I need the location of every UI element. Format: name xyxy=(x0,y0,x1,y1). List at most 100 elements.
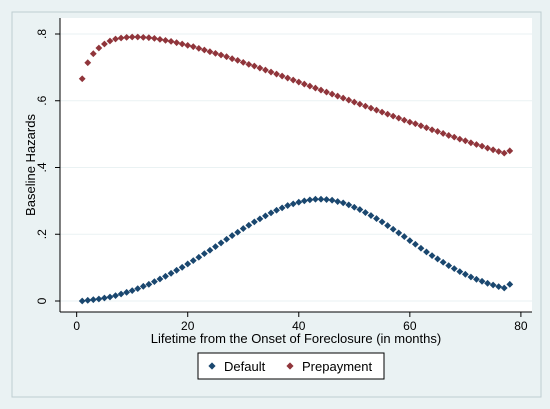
data-point xyxy=(206,48,214,56)
legend: Default Prepayment xyxy=(197,352,385,380)
data-point xyxy=(167,269,175,277)
data-point xyxy=(123,33,131,41)
data-point xyxy=(295,198,303,206)
data-point xyxy=(395,229,403,237)
data-point xyxy=(151,278,158,286)
data-point xyxy=(228,232,236,239)
data-point xyxy=(284,74,292,82)
data-point xyxy=(278,204,286,212)
data-point xyxy=(373,215,380,222)
y-axis-title: Baseline Hazards xyxy=(23,114,38,216)
data-point xyxy=(384,110,392,118)
data-point xyxy=(362,209,369,216)
outer-border xyxy=(11,11,542,398)
data-point xyxy=(473,275,480,283)
data-point xyxy=(89,296,97,304)
data-point xyxy=(367,212,375,219)
legend-label-prepayment: Prepayment xyxy=(302,359,372,374)
data-point xyxy=(411,120,419,128)
x-tick-label: 40 xyxy=(292,319,306,333)
data-point xyxy=(106,37,114,45)
data-point xyxy=(267,68,275,76)
data-point xyxy=(78,75,86,83)
data-point xyxy=(128,33,136,41)
data-point xyxy=(495,148,503,155)
data-point xyxy=(406,118,414,126)
data-point xyxy=(384,222,392,229)
data-point xyxy=(267,209,275,217)
data-point xyxy=(134,33,142,41)
axes xyxy=(59,18,532,313)
data-point xyxy=(456,268,464,276)
data-point xyxy=(239,225,247,232)
data-point xyxy=(84,59,92,67)
data-point xyxy=(423,124,430,132)
x-tick-label: 20 xyxy=(181,319,195,333)
data-point xyxy=(306,82,314,90)
data-point xyxy=(445,262,453,270)
series-points xyxy=(78,33,514,305)
data-point xyxy=(434,255,441,263)
data-point xyxy=(339,94,347,102)
data-point xyxy=(312,84,319,92)
data-point xyxy=(101,40,108,48)
data-point xyxy=(423,248,430,256)
data-point xyxy=(350,98,358,106)
data-point xyxy=(112,292,119,300)
data-point xyxy=(262,212,269,220)
data-point xyxy=(273,70,280,78)
data-point xyxy=(239,58,247,66)
data-point xyxy=(245,221,253,229)
data-point xyxy=(428,126,436,134)
data-point xyxy=(151,34,158,42)
data-point xyxy=(389,225,397,233)
data-point xyxy=(278,72,286,80)
x-axis-title: Lifetime from the Onset of Foreclosure (… xyxy=(151,331,441,346)
y-tick-label: .2 xyxy=(35,229,49,239)
data-point xyxy=(284,202,292,209)
data-point xyxy=(212,49,219,57)
data-point xyxy=(128,287,136,295)
data-point xyxy=(173,39,181,47)
data-point xyxy=(117,290,125,298)
x-tick-label: 80 xyxy=(514,319,528,333)
data-point xyxy=(489,146,497,154)
data-point xyxy=(84,296,92,304)
data-point xyxy=(356,100,364,108)
data-point xyxy=(156,275,164,283)
data-point xyxy=(289,76,297,84)
data-point xyxy=(461,137,469,145)
series-default xyxy=(78,195,514,305)
data-point xyxy=(434,128,441,135)
data-point xyxy=(439,130,447,137)
data-point xyxy=(317,195,325,203)
data-point xyxy=(484,144,491,152)
data-point xyxy=(217,239,225,247)
data-point xyxy=(467,273,475,281)
data-point xyxy=(145,34,153,42)
data-point xyxy=(323,88,330,96)
data-point xyxy=(106,293,114,301)
data-point xyxy=(328,196,336,204)
data-point xyxy=(234,228,242,236)
data-point xyxy=(250,218,258,226)
data-point xyxy=(478,277,486,285)
data-point xyxy=(478,142,486,150)
y-tick-label: .8 xyxy=(35,29,49,39)
data-point xyxy=(461,270,469,278)
data-point xyxy=(178,40,186,48)
data-point xyxy=(495,283,503,291)
data-point xyxy=(273,206,280,214)
data-point xyxy=(356,206,364,213)
tick-marks-and-labels: 0 .2 .4 .6 .8 0 20 40 60 80 xyxy=(35,29,528,333)
data-point xyxy=(339,199,347,207)
data-point xyxy=(300,197,308,205)
data-point xyxy=(200,46,208,54)
data-point xyxy=(450,265,458,273)
data-point xyxy=(123,288,131,296)
grid-lines xyxy=(60,33,532,302)
plot-area xyxy=(60,18,532,312)
data-point xyxy=(162,272,169,280)
data-point xyxy=(223,53,230,61)
data-point xyxy=(256,215,264,223)
